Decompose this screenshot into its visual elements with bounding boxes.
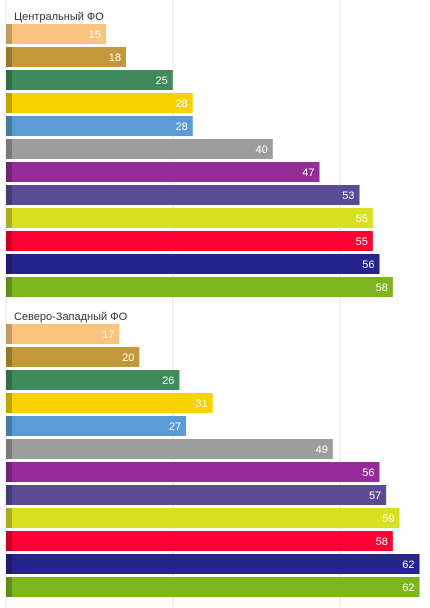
bar-base-cap [6, 370, 12, 390]
data-label: 57 [369, 490, 381, 502]
bar-base-cap [6, 324, 12, 344]
bar [6, 185, 360, 205]
bar-base-cap [6, 439, 12, 459]
bar [6, 162, 320, 182]
bars: 1518252828404753555556581720263127495657… [6, 24, 420, 597]
bar [6, 577, 420, 597]
bar [6, 93, 193, 113]
bar [6, 531, 393, 551]
bar [6, 439, 333, 459]
bar [6, 508, 400, 528]
bar [6, 139, 273, 159]
bar-base-cap [6, 554, 12, 574]
bar-base-cap [6, 47, 12, 67]
data-label: 58 [376, 536, 388, 548]
data-label: 53 [342, 190, 354, 202]
data-label: 17 [102, 329, 114, 341]
data-label: 56 [362, 259, 374, 271]
bar-base-cap [6, 231, 12, 251]
group-title-1: Центральный ФО [14, 11, 104, 23]
data-label: 55 [356, 236, 368, 248]
bar [6, 231, 373, 251]
data-label: 15 [89, 29, 101, 41]
bar [6, 47, 127, 67]
bar [6, 393, 213, 413]
bar-base-cap [6, 208, 12, 228]
bar [6, 462, 380, 482]
bar-base-cap [6, 93, 12, 113]
bar-base-cap [6, 24, 12, 44]
bar-base-cap [6, 531, 12, 551]
bar-base-cap [6, 416, 12, 436]
data-label: 59 [382, 513, 394, 525]
bar-base-cap [6, 393, 12, 413]
bar [6, 254, 380, 274]
data-label: 28 [176, 98, 188, 110]
bar [6, 324, 120, 344]
bar-base-cap [6, 139, 12, 159]
bar-base-cap [6, 70, 12, 90]
bar-base-cap [6, 116, 12, 136]
bar-base-cap [6, 462, 12, 482]
data-label: 62 [402, 582, 414, 594]
bar [6, 370, 180, 390]
bar-base-cap [6, 254, 12, 274]
bar [6, 347, 140, 367]
data-label: 40 [256, 144, 268, 156]
bar [6, 24, 107, 44]
bar [6, 485, 387, 505]
data-label: 56 [362, 467, 374, 479]
bar [6, 416, 187, 436]
data-label: 28 [176, 121, 188, 133]
data-label: 18 [109, 52, 121, 64]
bar [6, 277, 393, 297]
bar-base-cap [6, 185, 12, 205]
data-label: 58 [376, 282, 388, 294]
bar-base-cap [6, 485, 12, 505]
bar [6, 208, 373, 228]
bar-base-cap [6, 577, 12, 597]
bar [6, 554, 420, 574]
data-label: 26 [162, 375, 174, 387]
data-label: 25 [156, 75, 168, 87]
data-label: 31 [196, 398, 208, 410]
bar [6, 70, 173, 90]
bar-base-cap [6, 508, 12, 528]
bar-base-cap [6, 347, 12, 367]
data-label: 27 [169, 421, 181, 433]
data-label: 55 [356, 213, 368, 225]
bar-base-cap [6, 277, 12, 297]
data-label: 62 [402, 559, 414, 571]
data-label: 49 [316, 444, 328, 456]
data-label: 20 [122, 352, 134, 364]
bar-base-cap [6, 162, 12, 182]
data-label: 47 [302, 167, 314, 179]
bar [6, 116, 193, 136]
group-title-2: Северо-Западный ФО [14, 311, 128, 323]
